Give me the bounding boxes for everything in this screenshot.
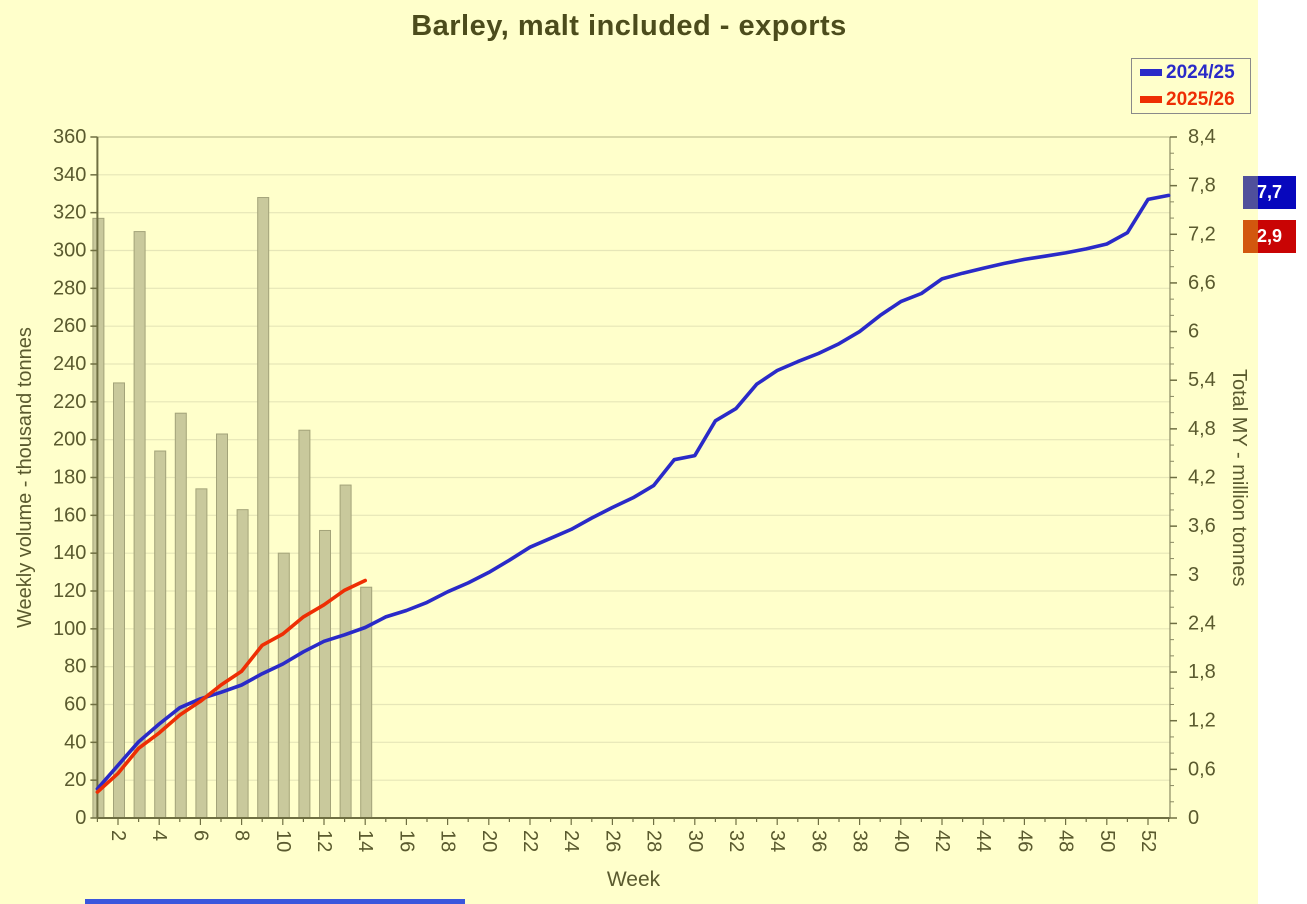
x-tick-label-week-30: 30 — [684, 830, 706, 852]
y-axis-right-title: Total MY - million tonnes — [1228, 368, 1250, 587]
x-tick-label-week-32: 32 — [725, 830, 747, 852]
bar-week-4 — [154, 450, 167, 819]
x-tick-label-week-38: 38 — [849, 830, 871, 852]
x-tick-label-week-8: 8 — [231, 830, 253, 841]
line-2024-25 — [95, 193, 1171, 791]
legend-label: 2025/26 — [1166, 88, 1235, 110]
bar-week-12 — [319, 529, 331, 819]
y-right-tick-label: 5,4 — [1188, 369, 1216, 391]
legend-label: 2024/25 — [1166, 61, 1235, 83]
bar-week-7 — [216, 433, 228, 819]
y-left-tick-label: 300 — [53, 240, 86, 262]
y-left-tick-label: 20 — [64, 769, 86, 791]
y-left-tick-label: 80 — [64, 656, 86, 678]
bars-weekly-volume — [92, 197, 373, 819]
y-right-tick-label: 6,6 — [1188, 272, 1216, 294]
x-tick-label-week-22: 22 — [519, 830, 541, 852]
y-right-tick-label: 7,2 — [1188, 223, 1216, 245]
bar-week-9 — [257, 197, 270, 819]
tick-labels: 0204060801001201401601802002202402602803… — [53, 126, 1216, 852]
bottom-blue-strip — [85, 899, 465, 904]
axes — [90, 136, 1177, 825]
y-left-tick-label: 200 — [53, 429, 86, 451]
x-tick-label-week-44: 44 — [972, 830, 994, 852]
y-right-tick-label: 3 — [1188, 564, 1199, 586]
x-tick-label-week-34: 34 — [766, 830, 788, 852]
y-right-tick-label: 2,4 — [1188, 612, 1216, 634]
y-left-tick-label: 280 — [53, 277, 86, 299]
total-badge-2025-26: 2,9 — [1243, 220, 1296, 253]
y-left-tick-label: 140 — [53, 542, 86, 564]
x-tick-label-week-36: 36 — [807, 830, 829, 852]
legend: 2024/25 2025/26 — [1131, 58, 1251, 114]
y-left-tick-label: 320 — [53, 202, 86, 224]
x-tick-label-week-12: 12 — [313, 830, 335, 852]
x-tick-label-week-10: 10 — [272, 830, 294, 852]
bar-week-14 — [360, 586, 373, 819]
bar-week-11 — [298, 429, 311, 819]
bar-week-3 — [133, 231, 146, 819]
x-tick-label-week-52: 52 — [1137, 830, 1159, 852]
y-left-tick-label: 60 — [64, 694, 86, 716]
x-tick-label-week-26: 26 — [601, 830, 623, 852]
gridlines — [97, 136, 1170, 781]
x-tick-label-week-48: 48 — [1055, 830, 1077, 852]
y-right-tick-label: 1,8 — [1188, 661, 1216, 683]
y-left-tick-label: 220 — [53, 391, 86, 413]
x-tick-label-week-4: 4 — [148, 830, 170, 841]
chart-background — [0, 0, 1258, 904]
y-right-tick-label: 3,6 — [1188, 515, 1216, 537]
y-right-tick-label: 1,2 — [1188, 710, 1216, 732]
x-tick-label-week-20: 20 — [478, 830, 500, 852]
y-left-tick-label: 0 — [75, 807, 86, 829]
y-left-tick-label: 340 — [53, 164, 86, 186]
total-badge-2024-25: 7,7 — [1243, 176, 1296, 209]
y-left-tick-label: 360 — [53, 126, 86, 148]
x-tick-label-week-46: 46 — [1013, 830, 1035, 852]
y-axis-left-title: Weekly volume - thousand tonnes — [14, 327, 36, 628]
bar-week-6 — [195, 488, 208, 819]
y-right-tick-label: 6 — [1188, 321, 1199, 343]
y-right-tick-label: 4,8 — [1188, 418, 1216, 440]
line-2025-26 — [95, 578, 368, 794]
x-tick-label-week-24: 24 — [560, 830, 582, 852]
y-right-tick-label: 4,2 — [1188, 467, 1216, 489]
y-left-tick-label: 180 — [53, 467, 86, 489]
y-left-tick-label: 260 — [53, 315, 86, 337]
y-left-tick-label: 40 — [64, 731, 86, 753]
x-axis-title: Week — [606, 868, 661, 891]
y-right-tick-label: 0 — [1188, 807, 1199, 829]
x-tick-label-week-42: 42 — [931, 830, 953, 852]
legend-item-2024-25: 2024/25 — [1140, 60, 1250, 85]
x-tick-label-week-14: 14 — [354, 830, 376, 852]
y-left-tick-label: 120 — [53, 580, 86, 602]
y-right-tick-label: 7,8 — [1188, 175, 1216, 197]
legend-swatch — [1140, 96, 1162, 103]
legend-item-2025-26: 2025/26 — [1140, 87, 1250, 112]
bar-week-13 — [339, 484, 352, 819]
y-right-tick-label: 8,4 — [1188, 126, 1216, 148]
bar-week-5 — [174, 412, 187, 819]
x-tick-label-week-2: 2 — [107, 830, 129, 841]
x-tick-label-week-16: 16 — [395, 830, 417, 852]
bar-week-2 — [113, 382, 125, 819]
x-tick-label-week-40: 40 — [890, 830, 912, 852]
legend-swatch — [1140, 69, 1162, 76]
y-left-tick-label: 240 — [53, 353, 86, 375]
y-left-tick-label: 160 — [53, 504, 86, 526]
x-tick-label-week-50: 50 — [1096, 830, 1118, 852]
x-tick-label-week-28: 28 — [643, 830, 665, 852]
y-left-tick-label: 100 — [53, 618, 86, 640]
x-tick-label-week-18: 18 — [437, 830, 459, 852]
y-right-tick-label: 0,6 — [1188, 758, 1216, 780]
bar-week-10 — [277, 552, 290, 819]
x-tick-label-week-6: 6 — [189, 830, 211, 841]
page-title: Barley, malt included - exports — [411, 10, 847, 42]
